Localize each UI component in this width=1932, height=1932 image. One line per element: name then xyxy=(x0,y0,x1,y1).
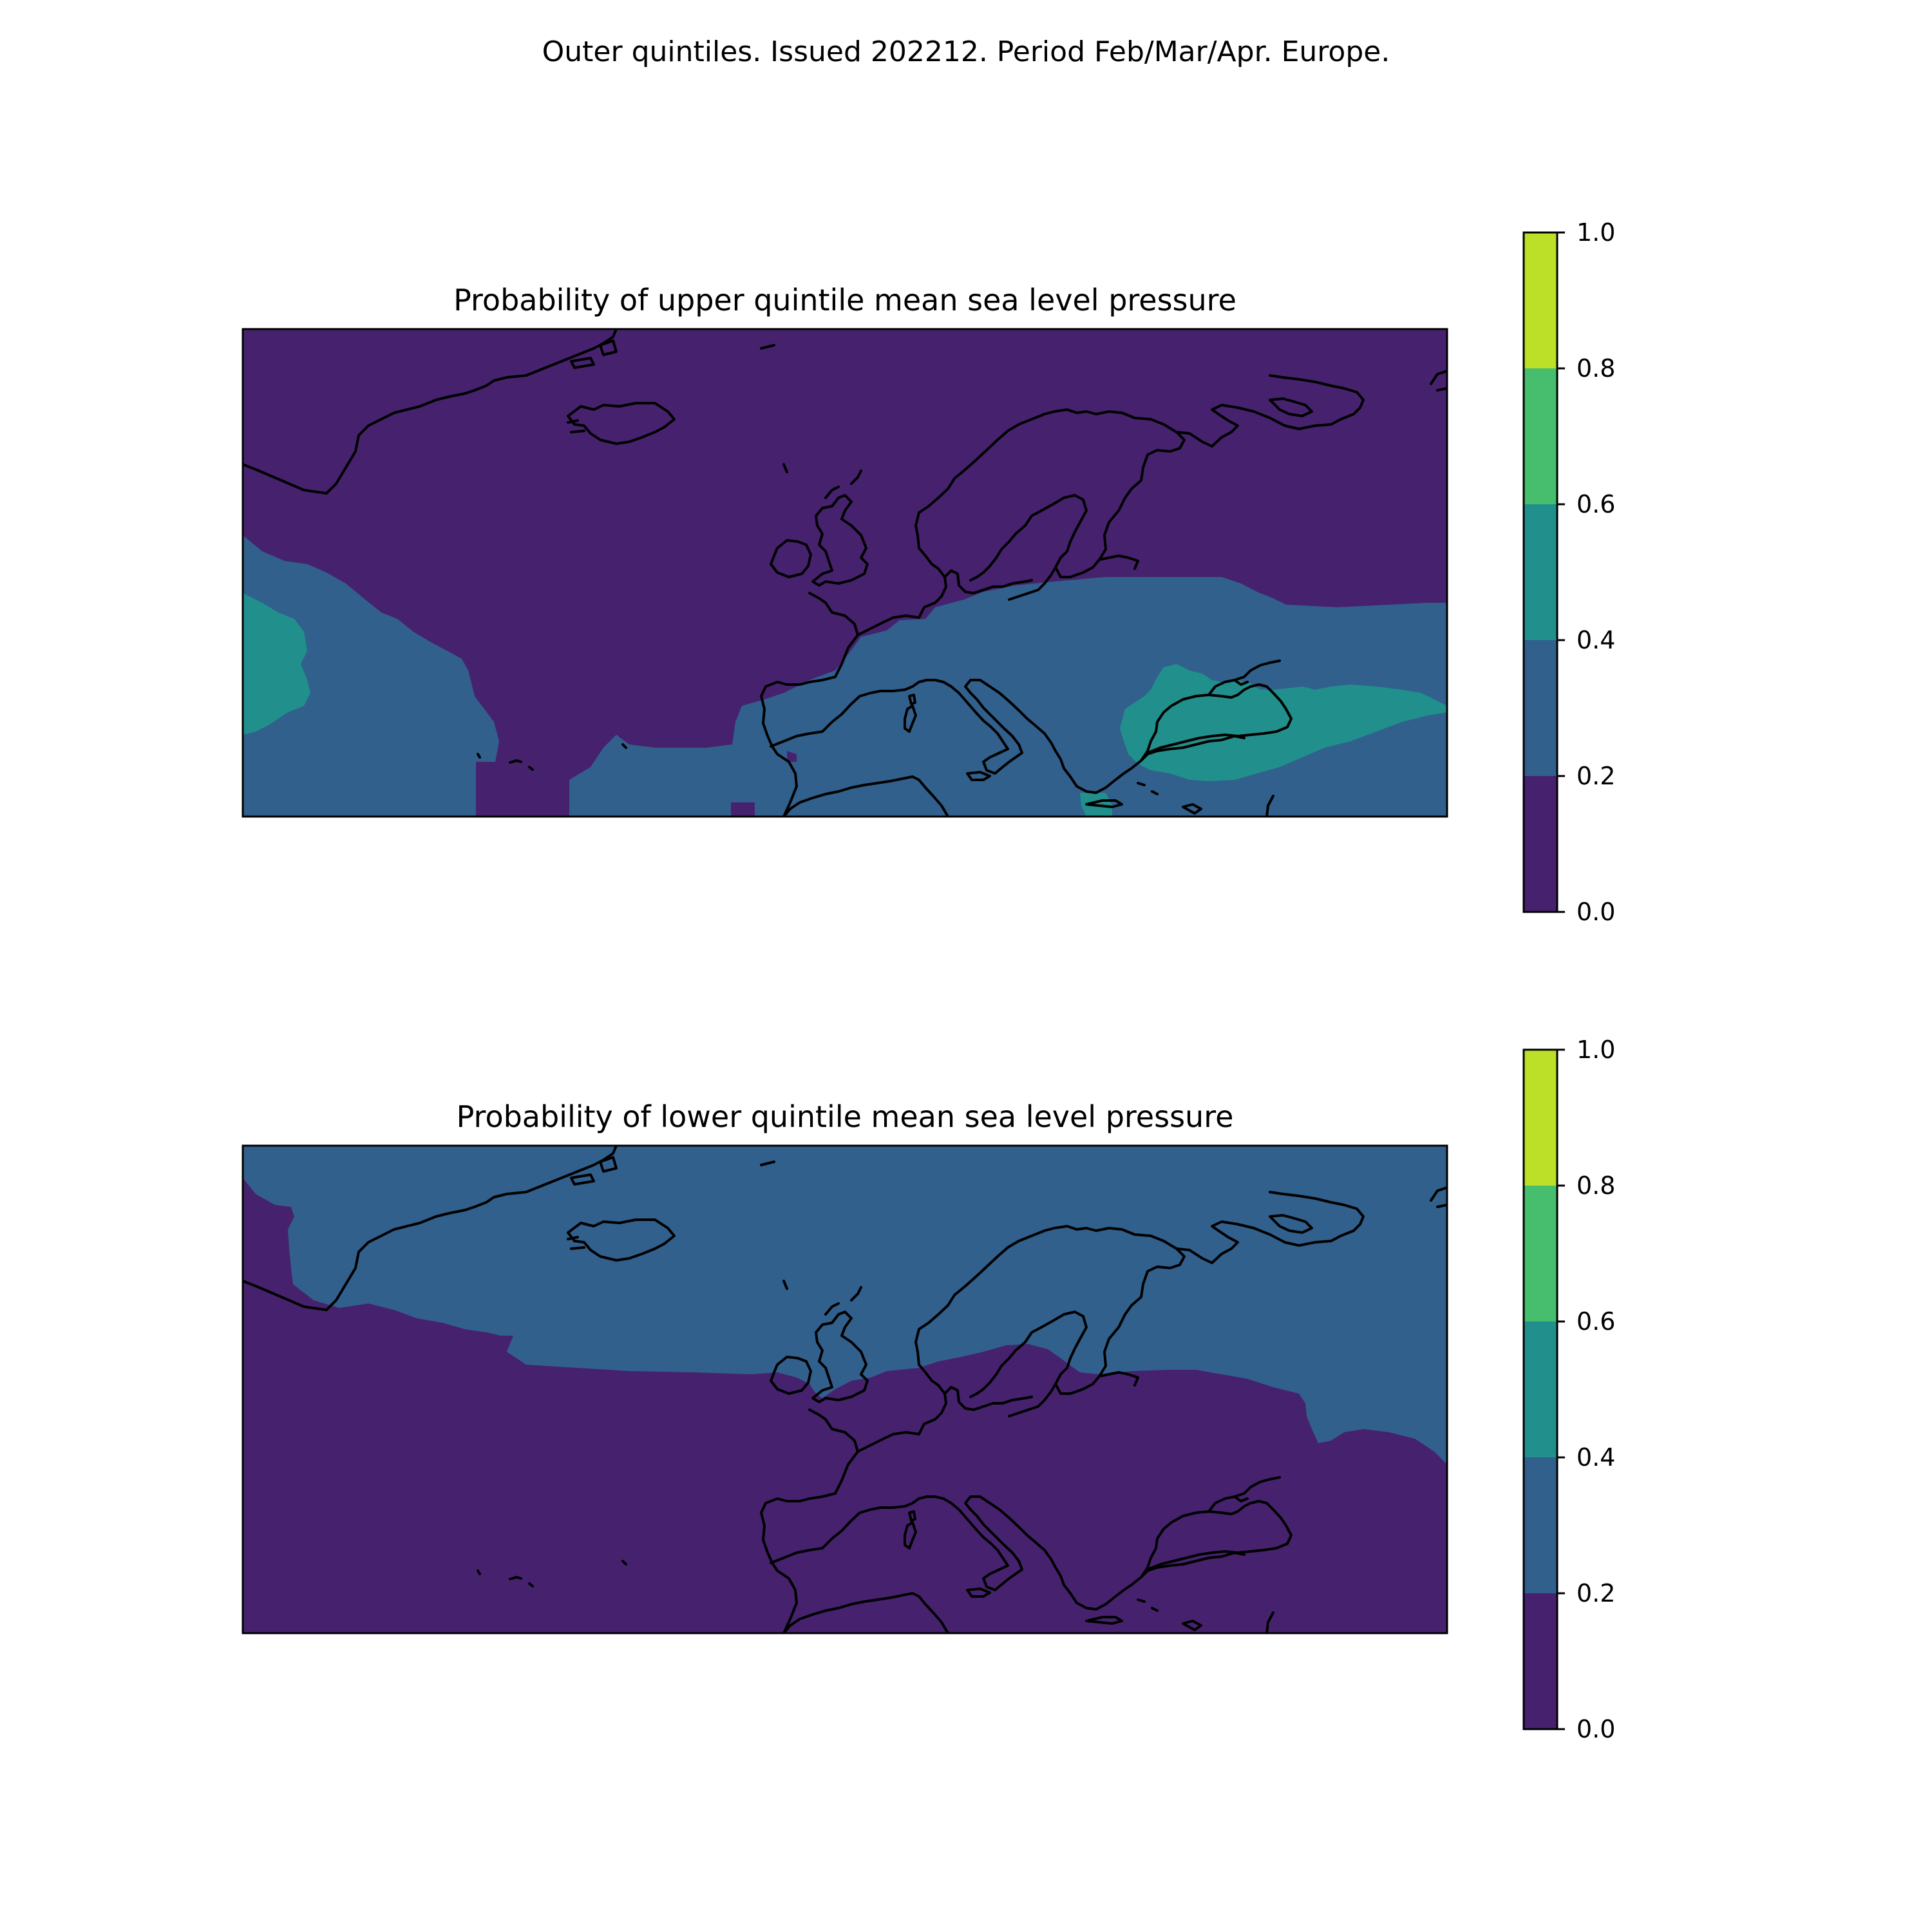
map-frame-lower xyxy=(242,1144,1448,1634)
colorbar-tick-label: 0.2 xyxy=(1577,1579,1615,1607)
colorbar-tick-label: 0.2 xyxy=(1577,762,1615,790)
panel-upper-quintile: Probability of upper quintile mean sea l… xyxy=(242,218,1615,926)
colorbar-tick-label: 0.4 xyxy=(1577,1443,1615,1472)
figure-suptitle: Outer quintiles. Issued 202212. Period F… xyxy=(542,35,1390,68)
level-0.4-0.6-region-east xyxy=(1120,664,1447,781)
colorbar-tick-label: 0.6 xyxy=(1577,1307,1615,1336)
colorbar-tick-label: 0.8 xyxy=(1577,354,1615,383)
colorbar-tick-label: 0.0 xyxy=(1577,1715,1615,1743)
colorbar-upper: 1.0 0.8 0.6 0.4 0.2 0.0 xyxy=(1522,218,1615,926)
map-frame-upper xyxy=(242,328,1448,818)
level-0-0.2-region xyxy=(243,1178,1447,1633)
colorbar-tick-label: 1.0 xyxy=(1577,1036,1615,1064)
colorbar-tick-label: 0.0 xyxy=(1577,898,1615,926)
colorbar-lower: 1.0 0.8 0.6 0.4 0.2 0.0 xyxy=(1522,1036,1615,1743)
panel-title-lower: Probability of lower quintile mean sea l… xyxy=(457,1099,1234,1134)
map-lower xyxy=(242,1144,1448,1634)
colorbar-tick-label: 0.4 xyxy=(1577,626,1615,654)
colorbar-tick-label: 0.8 xyxy=(1577,1171,1615,1200)
colorbar-ticks-lower: 1.0 0.8 0.6 0.4 0.2 0.0 xyxy=(1557,1036,1615,1743)
colorbar-tick-label: 0.6 xyxy=(1577,490,1615,518)
colorbar-ticks-upper: 1.0 0.8 0.6 0.4 0.2 0.0 xyxy=(1557,218,1615,926)
panel-lower-quintile: Probability of lower quintile mean sea l… xyxy=(242,1036,1615,1743)
level-0.4-0.6-region-west xyxy=(243,593,310,735)
map-upper xyxy=(242,328,1448,818)
panel-title-upper: Probability of upper quintile mean sea l… xyxy=(453,283,1236,317)
colorbar-tick-label: 1.0 xyxy=(1577,218,1615,247)
